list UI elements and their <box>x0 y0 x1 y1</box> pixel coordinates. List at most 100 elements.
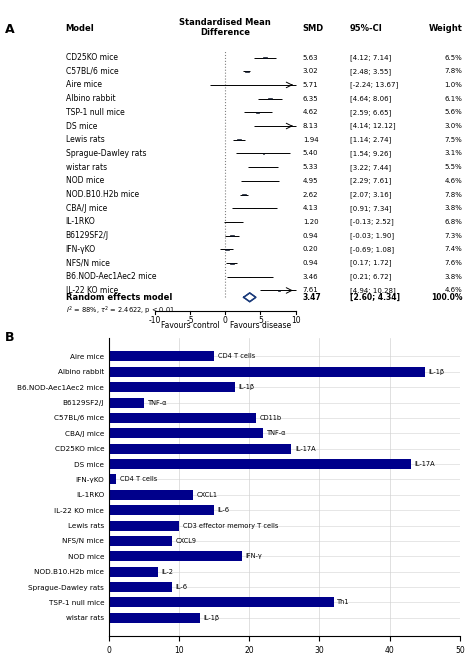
Text: IL-1RKO: IL-1RKO <box>66 217 95 226</box>
Text: 3.0%: 3.0% <box>445 123 462 129</box>
Text: 6.8%: 6.8% <box>445 219 462 225</box>
Text: 1.20: 1.20 <box>303 219 319 225</box>
Text: 5.40: 5.40 <box>303 150 318 156</box>
Text: Standardised Mean
Difference: Standardised Mean Difference <box>180 18 271 37</box>
Text: 0.20: 0.20 <box>303 247 319 253</box>
Bar <box>109 443 292 454</box>
Bar <box>109 582 172 592</box>
Text: IL-17A: IL-17A <box>414 461 435 467</box>
Bar <box>109 428 264 438</box>
Text: [1.54; 9.26]: [1.54; 9.26] <box>350 150 391 157</box>
Polygon shape <box>244 293 256 302</box>
Bar <box>109 551 242 562</box>
Text: 3.47: 3.47 <box>303 293 321 302</box>
Text: [3.22; 7.44]: [3.22; 7.44] <box>350 164 391 171</box>
Text: 3.46: 3.46 <box>303 274 319 279</box>
Text: Weight: Weight <box>428 24 462 33</box>
Text: IL-6: IL-6 <box>176 584 188 590</box>
Text: 7.8%: 7.8% <box>445 68 462 74</box>
Bar <box>237 139 241 140</box>
Bar <box>109 413 256 423</box>
Text: Th1: Th1 <box>337 600 349 605</box>
Bar <box>268 98 272 99</box>
Text: 6.1%: 6.1% <box>445 96 462 102</box>
Bar <box>263 57 266 58</box>
Text: 0.94: 0.94 <box>303 260 319 266</box>
Text: TNF-α: TNF-α <box>147 400 167 405</box>
Text: 8.13: 8.13 <box>303 123 319 129</box>
Text: Model: Model <box>66 24 94 33</box>
Bar <box>109 490 193 500</box>
Text: 3.8%: 3.8% <box>445 205 462 211</box>
Text: NOD mice: NOD mice <box>66 176 104 186</box>
Text: 6.35: 6.35 <box>303 96 319 102</box>
Text: CD3 effector memory T cells: CD3 effector memory T cells <box>182 523 278 529</box>
Text: 7.3%: 7.3% <box>445 233 462 239</box>
Bar <box>109 505 214 515</box>
Bar <box>109 352 214 361</box>
Text: CBA/J mice: CBA/J mice <box>66 204 107 213</box>
Text: 7.61: 7.61 <box>303 287 319 293</box>
Text: B6129SF2/J: B6129SF2/J <box>66 231 109 240</box>
Text: IL-22 KO mice: IL-22 KO mice <box>66 286 118 295</box>
Text: 3.02: 3.02 <box>303 68 319 74</box>
Text: IL-6: IL-6 <box>218 507 230 513</box>
Text: DS mice: DS mice <box>66 121 97 131</box>
Text: IL-1β: IL-1β <box>239 384 255 390</box>
Text: Favours control: Favours control <box>161 321 219 329</box>
Text: CXCL9: CXCL9 <box>176 538 197 544</box>
Text: 7.6%: 7.6% <box>445 260 462 266</box>
Text: 95%-CI: 95%-CI <box>350 24 383 33</box>
Text: Albino rabbit: Albino rabbit <box>66 94 115 103</box>
Text: Aire mice: Aire mice <box>66 81 102 89</box>
Text: [-2.24; 13.67]: [-2.24; 13.67] <box>350 81 398 89</box>
Text: 1.0%: 1.0% <box>445 82 462 88</box>
Text: -10: -10 <box>149 316 161 325</box>
Text: IL-1β: IL-1β <box>204 615 220 621</box>
Text: 7.5%: 7.5% <box>445 136 462 143</box>
Bar <box>109 567 158 577</box>
Text: 2.62: 2.62 <box>303 192 318 197</box>
Text: A: A <box>5 23 14 36</box>
Text: Favours disease: Favours disease <box>230 321 291 329</box>
Text: IL-2: IL-2 <box>162 569 173 575</box>
Text: CD11b: CD11b <box>260 415 282 421</box>
Text: B: B <box>5 331 14 344</box>
Text: 4.6%: 4.6% <box>445 287 462 293</box>
Text: 5.71: 5.71 <box>303 82 319 88</box>
Text: [0.17; 1.72]: [0.17; 1.72] <box>350 260 391 266</box>
Bar <box>245 71 248 72</box>
Text: TNF-α: TNF-α <box>267 430 286 436</box>
Bar <box>109 598 334 607</box>
Text: 7.4%: 7.4% <box>445 247 462 253</box>
Bar <box>109 367 425 377</box>
Text: SMD: SMD <box>303 24 324 33</box>
Text: CD25KO mice: CD25KO mice <box>66 53 118 62</box>
Text: NOD.B10.H2b mice: NOD.B10.H2b mice <box>66 190 139 199</box>
Text: Sprague-Dawley rats: Sprague-Dawley rats <box>66 149 146 158</box>
Bar <box>109 613 200 623</box>
Text: IL-1β: IL-1β <box>428 369 444 375</box>
Text: 4.62: 4.62 <box>303 110 318 115</box>
Text: [2.07; 3.16]: [2.07; 3.16] <box>350 191 391 198</box>
Text: CD4 T cells: CD4 T cells <box>119 476 157 482</box>
Text: CD4 T cells: CD4 T cells <box>218 354 255 359</box>
Text: 7.8%: 7.8% <box>445 192 462 197</box>
Text: 4.13: 4.13 <box>303 205 319 211</box>
Text: 6.5%: 6.5% <box>445 54 462 60</box>
Text: $I^2$ = 88%, $\tau^2$ = 2.4622, p < 0.01: $I^2$ = 88%, $\tau^2$ = 2.4622, p < 0.01 <box>66 305 175 317</box>
Text: [0.91; 7.34]: [0.91; 7.34] <box>350 205 391 212</box>
Text: [-0.13; 2.52]: [-0.13; 2.52] <box>350 218 393 225</box>
Text: [4.12; 7.14]: [4.12; 7.14] <box>350 54 391 61</box>
Bar <box>230 262 234 264</box>
Text: CXCL1: CXCL1 <box>197 492 218 498</box>
Text: [-0.69; 1.08]: [-0.69; 1.08] <box>350 246 394 253</box>
Text: C57BL/6 mice: C57BL/6 mice <box>66 67 118 75</box>
Text: 3.1%: 3.1% <box>445 150 462 156</box>
Text: 100.0%: 100.0% <box>431 293 462 302</box>
Bar <box>109 398 144 407</box>
Text: IL-17A: IL-17A <box>295 445 316 451</box>
Bar <box>256 112 259 113</box>
Text: 4.95: 4.95 <box>303 178 318 184</box>
Bar <box>109 459 410 469</box>
